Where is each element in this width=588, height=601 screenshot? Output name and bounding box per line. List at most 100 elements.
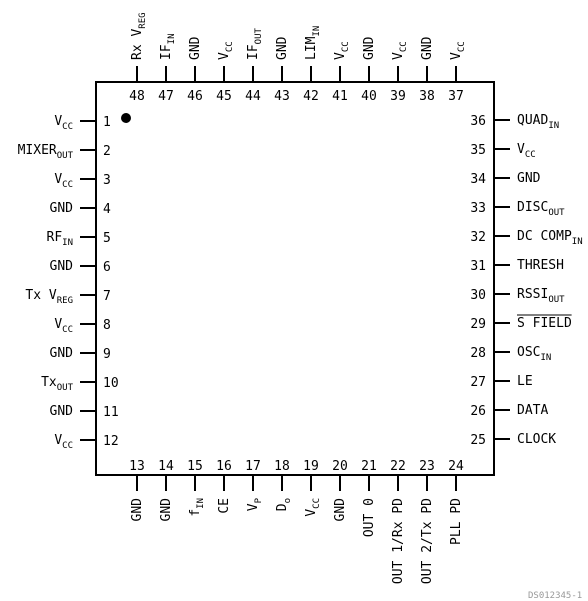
pin-47-number: 47 <box>158 89 174 104</box>
pin-11-number: 11 <box>103 405 119 420</box>
pin-3-label: VCC <box>54 172 73 190</box>
pin-17-label: VP <box>246 497 264 511</box>
pin-42-label: LIMIN <box>304 26 322 60</box>
pin-24-number: 24 <box>448 459 464 474</box>
pin-13-label: GND <box>130 498 145 522</box>
pin-48-number: 48 <box>129 89 145 104</box>
pin-6-label: GND <box>50 259 74 274</box>
pin-23-label: OUT 2/Tx PD <box>420 498 435 584</box>
pin-27-label: LE <box>517 374 533 389</box>
pin-28-number: 28 <box>470 346 486 361</box>
pin-22-label: OUT 1/Rx PD <box>391 498 406 584</box>
pin-46-number: 46 <box>187 89 203 104</box>
pin-12-number: 12 <box>103 434 119 449</box>
pin-39-label: VCC <box>391 41 409 60</box>
pin-9-label: GND <box>50 346 74 361</box>
pin-39-number: 39 <box>390 89 406 104</box>
pin-19-label: VCC <box>304 498 322 517</box>
pin-41-number: 41 <box>332 89 348 104</box>
package-body <box>95 81 495 476</box>
pin-10-number: 10 <box>103 376 119 391</box>
pin-1-label: VCC <box>54 114 73 132</box>
pin-37-label: VCC <box>449 41 467 60</box>
pin1-indicator-dot <box>121 113 131 123</box>
pin-6-number: 6 <box>103 260 111 275</box>
pin-5-label: RFIN <box>47 230 74 248</box>
pin-17-number: 17 <box>245 459 261 474</box>
pin-36-label: QUADIN <box>517 113 559 131</box>
pin-1-number: 1 <box>103 115 111 130</box>
pin-21-label: OUT 0 <box>362 498 377 537</box>
pin-35-label: VCC <box>517 142 536 160</box>
pin-18-number: 18 <box>274 459 290 474</box>
pin-41-label: VCC <box>333 41 351 60</box>
pin-16-number: 16 <box>216 459 232 474</box>
pin-22-number: 22 <box>390 459 406 474</box>
pin-25-label: CLOCK <box>517 432 556 447</box>
pin-47-label: IFIN <box>159 34 177 61</box>
pin-29-number: 29 <box>470 317 486 332</box>
pin-33-label: DISCOUT <box>517 200 565 218</box>
pin-14-number: 14 <box>158 459 174 474</box>
pin-43-number: 43 <box>274 89 290 104</box>
pin-2-label: MIXEROUT <box>18 143 74 161</box>
pin-10-label: TxOUT <box>41 375 73 393</box>
pin-26-label: DATA <box>517 403 548 418</box>
pin-30-label: RSSIOUT <box>517 287 565 305</box>
pin-15-label: fIN <box>188 498 206 517</box>
pin-14-label: GND <box>159 498 174 522</box>
pin-27-number: 27 <box>470 375 486 390</box>
pin-4-label: GND <box>50 201 74 216</box>
pin-30-number: 30 <box>470 288 486 303</box>
pin-19-number: 19 <box>303 459 319 474</box>
pin-40-label: GND <box>362 36 377 60</box>
pin-29-label: S FIELD <box>517 316 572 331</box>
pin-16-label: CE <box>217 498 232 514</box>
pin-37-number: 37 <box>448 89 464 104</box>
pin-2-number: 2 <box>103 144 111 159</box>
pin-48-label: Rx VREG <box>130 12 148 60</box>
pin-5-number: 5 <box>103 231 111 246</box>
figure-code: DS012345-1 <box>528 591 582 601</box>
pin-43-label: GND <box>275 36 290 60</box>
pin-24-label: PLL PD <box>449 498 464 545</box>
pin-31-number: 31 <box>470 259 486 274</box>
pin-38-label: GND <box>420 36 435 60</box>
pin-35-number: 35 <box>470 143 486 158</box>
pin-3-number: 3 <box>103 173 111 188</box>
pins: 1 VCC 2 MIXEROUT 3 VCC 4 GND 5 RFIN 6 GND 7 Tx VREG 8 V… <box>18 12 583 584</box>
pin-31-label: THRESH <box>517 258 564 273</box>
pin-33-number: 33 <box>470 201 486 216</box>
pin-7-label: Tx VREG <box>25 288 73 306</box>
pin-15-number: 15 <box>187 459 203 474</box>
pin-20-number: 20 <box>332 459 348 474</box>
pin-38-number: 38 <box>419 89 435 104</box>
pin-28-label: OSCIN <box>517 345 551 363</box>
pin-20-label: GND <box>333 498 348 522</box>
pin-36-number: 36 <box>470 114 486 129</box>
pin-9-number: 9 <box>103 347 111 362</box>
pin-8-number: 8 <box>103 318 111 333</box>
pin-32-label: DC COMPIN <box>517 229 583 247</box>
pin-18-label: Do <box>275 498 293 511</box>
pin-34-label: GND <box>517 171 541 186</box>
pin-7-number: 7 <box>103 289 111 304</box>
pin-8-label: VCC <box>54 317 73 335</box>
pin-34-number: 34 <box>470 172 486 187</box>
pin-21-number: 21 <box>361 459 377 474</box>
pin-11-label: GND <box>50 404 74 419</box>
pin-45-label: VCC <box>217 41 235 60</box>
pin-45-number: 45 <box>216 89 232 104</box>
pin-13-number: 13 <box>129 459 145 474</box>
pin-25-number: 25 <box>470 433 486 448</box>
pin-23-number: 23 <box>419 459 435 474</box>
pin-44-number: 44 <box>245 89 261 104</box>
pin-32-number: 32 <box>470 230 486 245</box>
pin-42-number: 42 <box>303 89 319 104</box>
pin-44-label: IFOUT <box>246 28 264 60</box>
pin-46-label: GND <box>188 36 203 60</box>
pin-4-number: 4 <box>103 202 111 217</box>
pin-12-label: VCC <box>54 433 73 451</box>
pin-26-number: 26 <box>470 404 486 419</box>
